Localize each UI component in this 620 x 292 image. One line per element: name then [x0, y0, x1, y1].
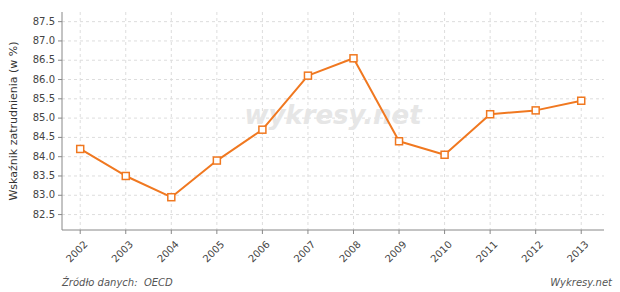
marker: [259, 126, 266, 133]
y-tick: [58, 175, 62, 176]
x-tick-label: 2004: [155, 239, 181, 265]
watermark: wykresy.net: [244, 100, 423, 130]
x-tick-label: 2011: [474, 239, 500, 265]
x-tick: [171, 230, 172, 234]
marker: [396, 138, 403, 145]
y-axis-line: [62, 12, 63, 230]
y-tick: [58, 40, 62, 41]
marker: [168, 194, 175, 201]
y-tick: [58, 118, 62, 119]
x-tick-label: 2003: [109, 239, 135, 265]
x-tick: [262, 230, 263, 234]
y-tick-label: 86.0: [33, 74, 55, 85]
x-tick: [353, 230, 354, 234]
x-tick-label: 2002: [64, 239, 90, 265]
y-grid-line: [62, 195, 604, 196]
x-tick: [444, 230, 445, 234]
y-tick-label: 87.5: [33, 16, 55, 27]
x-tick-label: 2007: [292, 239, 318, 265]
y-grid-line: [62, 60, 604, 61]
y-tick: [58, 156, 62, 157]
credit-text: Wykresy.net: [550, 277, 613, 288]
y-tick-label: 83.0: [33, 189, 55, 200]
x-tick: [307, 230, 308, 234]
x-tick-label: 2009: [383, 239, 409, 265]
x-grid-line: [535, 12, 536, 230]
y-grid-line: [62, 137, 604, 138]
y-tick: [58, 98, 62, 99]
marker: [122, 172, 129, 179]
x-tick-label: 2008: [337, 239, 363, 265]
x-tick-label: 2006: [246, 239, 272, 265]
x-grid-line: [216, 12, 217, 230]
y-tick-label: 84.5: [33, 131, 55, 142]
y-axis: 82.5 83.0 83.5 84.0 84.5 85.0 85.5 86.0 86.5 87.0…: [33, 16, 62, 220]
y-tick: [58, 214, 62, 215]
y-tick-label: 86.5: [33, 54, 55, 65]
x-tick-label: 2013: [565, 239, 591, 265]
y-tick-label: 82.5: [33, 209, 55, 220]
x-tick: [581, 230, 582, 234]
y-axis-label: Wskaźnik zatrudnienia (w %): [7, 41, 20, 200]
marker: [532, 107, 539, 114]
x-tick: [399, 230, 400, 234]
marker: [350, 55, 357, 62]
y-grid-line: [62, 40, 604, 41]
marker: [304, 72, 311, 79]
y-grid-line: [62, 214, 604, 215]
y-grid-line: [62, 175, 604, 176]
y-grid-line: [62, 156, 604, 157]
x-tick-label: 2010: [428, 239, 454, 265]
y-tick-label: 85.5: [33, 93, 55, 104]
line: [80, 58, 581, 197]
x-tick: [490, 230, 491, 234]
x-tick: [125, 230, 126, 234]
x-grid-line: [125, 12, 126, 230]
x-tick-label: 2012: [519, 239, 545, 265]
y-tick: [58, 21, 62, 22]
y-grid-line: [62, 79, 604, 80]
x-axis: 2002 2003 2004 2005 2006 2007 2008 2009 2010 2011…: [64, 230, 591, 265]
y-tick: [58, 137, 62, 138]
marker: [213, 157, 220, 164]
x-tick: [216, 230, 217, 234]
chart: wykresy.net82.583.083.584.084.585.085.58…: [0, 0, 620, 292]
y-tick-label: 84.0: [33, 151, 55, 162]
x-grid-line: [80, 12, 81, 230]
x-grid-line: [444, 12, 445, 230]
y-grid-line: [62, 21, 604, 22]
source-text: Źródło danych: OECD: [61, 276, 173, 288]
x-tick-label: 2005: [201, 239, 227, 265]
grid: [62, 12, 604, 230]
x-tick: [80, 230, 81, 234]
x-tick: [535, 230, 536, 234]
x-grid-line: [490, 12, 491, 230]
y-tick: [58, 195, 62, 196]
y-tick-label: 83.5: [33, 170, 55, 181]
marker: [441, 151, 448, 158]
y-tick-label: 85.0: [33, 112, 55, 123]
marker: [578, 97, 585, 104]
y-tick-label: 87.0: [33, 35, 55, 46]
x-grid-line: [581, 12, 582, 230]
marker: [487, 111, 494, 118]
plot-area: [77, 55, 585, 201]
y-tick: [58, 60, 62, 61]
x-axis-line: [62, 230, 604, 231]
y-tick: [58, 79, 62, 80]
marker: [77, 145, 84, 152]
